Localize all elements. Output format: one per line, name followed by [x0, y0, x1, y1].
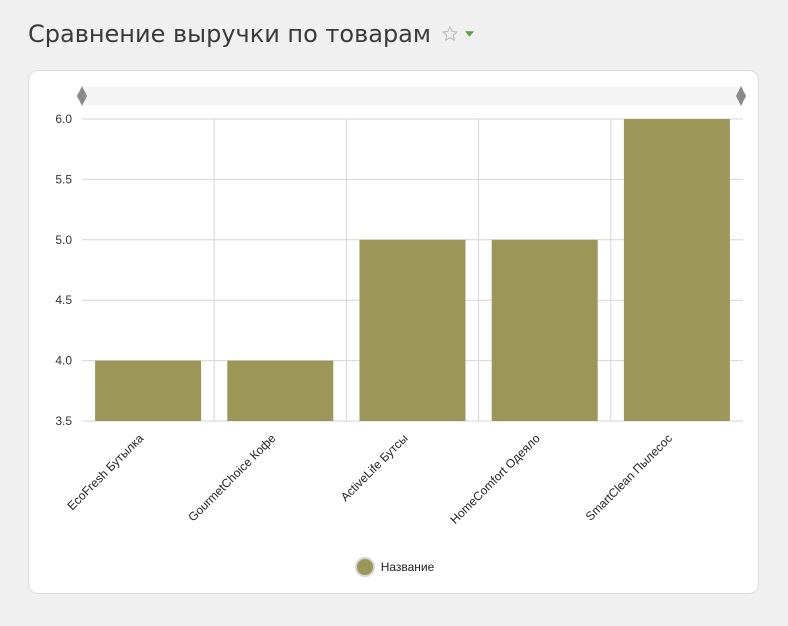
x-tick-label: EcoFresh Бутылка: [64, 431, 146, 513]
y-tick-label: 6.0: [55, 112, 72, 126]
bar[interactable]: [227, 360, 334, 421]
y-tick-label: 3.5: [55, 414, 72, 428]
legend-swatch: [354, 557, 375, 577]
range-handle-left-icon[interactable]: [77, 86, 87, 106]
bar[interactable]: [95, 360, 202, 421]
chart-legend: Название: [29, 557, 760, 577]
range-selector-track[interactable]: [82, 87, 743, 105]
caret-down-icon[interactable]: [464, 31, 474, 37]
page-title: Сравнение выручки по товарам: [28, 20, 431, 48]
legend-label: Название: [380, 560, 435, 574]
y-tick-label: 4.0: [55, 354, 72, 368]
y-tick-label: 4.5: [55, 293, 72, 307]
x-tick-label: SmartClean Пылесос: [583, 431, 675, 523]
bar[interactable]: [491, 239, 598, 421]
x-tick-label: ActiveLife Бутсы: [338, 431, 411, 504]
chart-card: 3.5 4.0 4.5 5.0 5.5 6.0 EcoFresh Бутылка Gourme…: [28, 70, 759, 594]
legend-item[interactable]: Название: [354, 557, 435, 577]
star-icon[interactable]: [441, 25, 459, 43]
x-tick-label: HomeComfort Одеяло: [447, 431, 543, 527]
bar[interactable]: [623, 119, 730, 421]
bar[interactable]: [359, 239, 466, 421]
x-tick-label: GourmetChoice Кофе: [185, 431, 278, 524]
y-tick-label: 5.5: [55, 172, 72, 186]
header: Сравнение выручки по товарам: [28, 18, 474, 50]
bar-chart: 3.5 4.0 4.5 5.0 5.5 6.0 EcoFresh Бутылка Gourme…: [55, 86, 746, 527]
y-tick-label: 5.0: [55, 233, 72, 247]
range-handle-right-icon[interactable]: [736, 86, 746, 106]
